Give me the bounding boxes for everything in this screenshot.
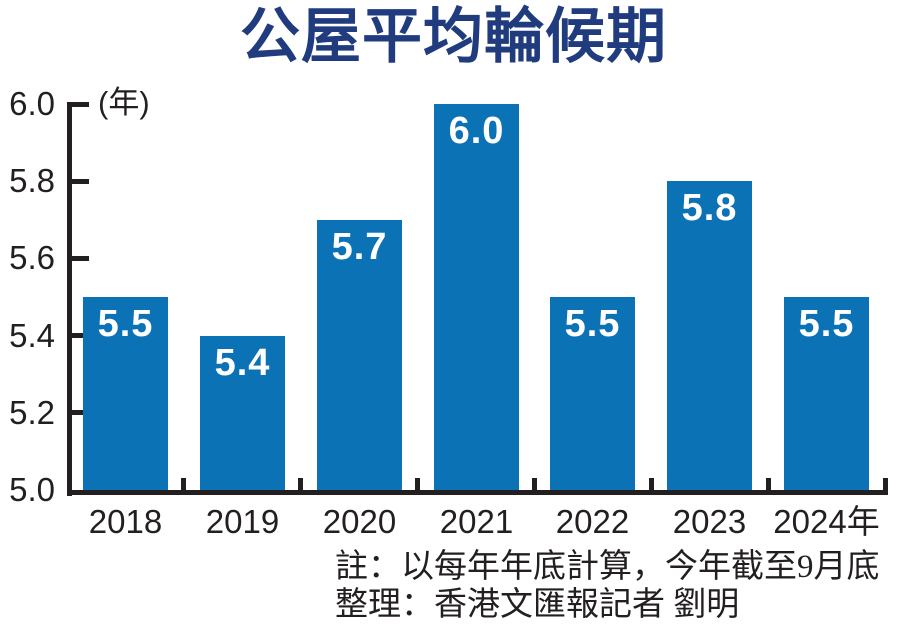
y-tick-label: 6.0	[9, 85, 55, 122]
y-tick-label: 5.0	[9, 471, 55, 508]
x-tick-label: 2019	[205, 503, 280, 540]
x-tick-label: 2020	[322, 503, 397, 540]
x-tick-mark	[649, 478, 654, 492]
bar-value-label: 5.5	[564, 303, 621, 345]
x-tick-label: 2024年	[773, 503, 880, 540]
x-tick-mark	[532, 478, 537, 492]
x-axis-end-tick	[883, 478, 888, 492]
x-tick-label: 2018	[88, 503, 163, 540]
bar-value-label: 5.7	[331, 226, 388, 268]
x-tick-label: 2022	[555, 503, 630, 540]
bar-value-label: 5.5	[97, 303, 154, 345]
bar-value-label: 5.5	[798, 303, 855, 345]
y-tick-mark	[67, 256, 89, 261]
bar: 5.7	[317, 220, 402, 490]
y-tick-label: 5.8	[9, 162, 55, 199]
bar: 6.0	[434, 104, 519, 490]
y-tick-label: 5.4	[9, 317, 55, 354]
y-tick-label: 5.2	[9, 394, 55, 431]
bar-value-label: 5.8	[681, 187, 738, 229]
bar: 5.8	[667, 181, 752, 490]
y-tick-mark	[67, 179, 89, 184]
bar-value-label: 5.4	[214, 342, 271, 384]
chart-title: 公屋平均輪候期	[240, 3, 667, 70]
y-axis-line	[67, 102, 72, 496]
x-tick-mark	[181, 478, 186, 492]
x-tick-mark	[766, 478, 771, 492]
bar: 5.4	[200, 336, 285, 490]
bar: 5.5	[784, 297, 869, 490]
x-tick-mark	[415, 478, 420, 492]
x-tick-label: 2021	[439, 503, 514, 540]
x-axis-line	[67, 490, 888, 495]
chart-footnote: 註：以每年年底計算，今年截至9月底 整理：香港文匯報記者 劉明	[335, 548, 880, 624]
bar-value-label: 6.0	[448, 110, 505, 152]
y-axis-unit-label: (年)	[98, 85, 150, 120]
x-tick-mark	[298, 478, 303, 492]
y-tick-label: 5.6	[9, 239, 55, 276]
y-tick-mark	[67, 410, 89, 415]
y-tick-mark	[67, 102, 89, 107]
footnote-line-1: 註：以每年年底計算，今年截至9月底	[335, 549, 880, 585]
y-tick-mark	[67, 333, 89, 338]
footnote-line-2: 整理：香港文匯報記者 劉明	[335, 587, 740, 623]
x-tick-label: 2023	[672, 503, 747, 540]
bar: 5.5	[83, 297, 168, 490]
bar: 5.5	[550, 297, 635, 490]
